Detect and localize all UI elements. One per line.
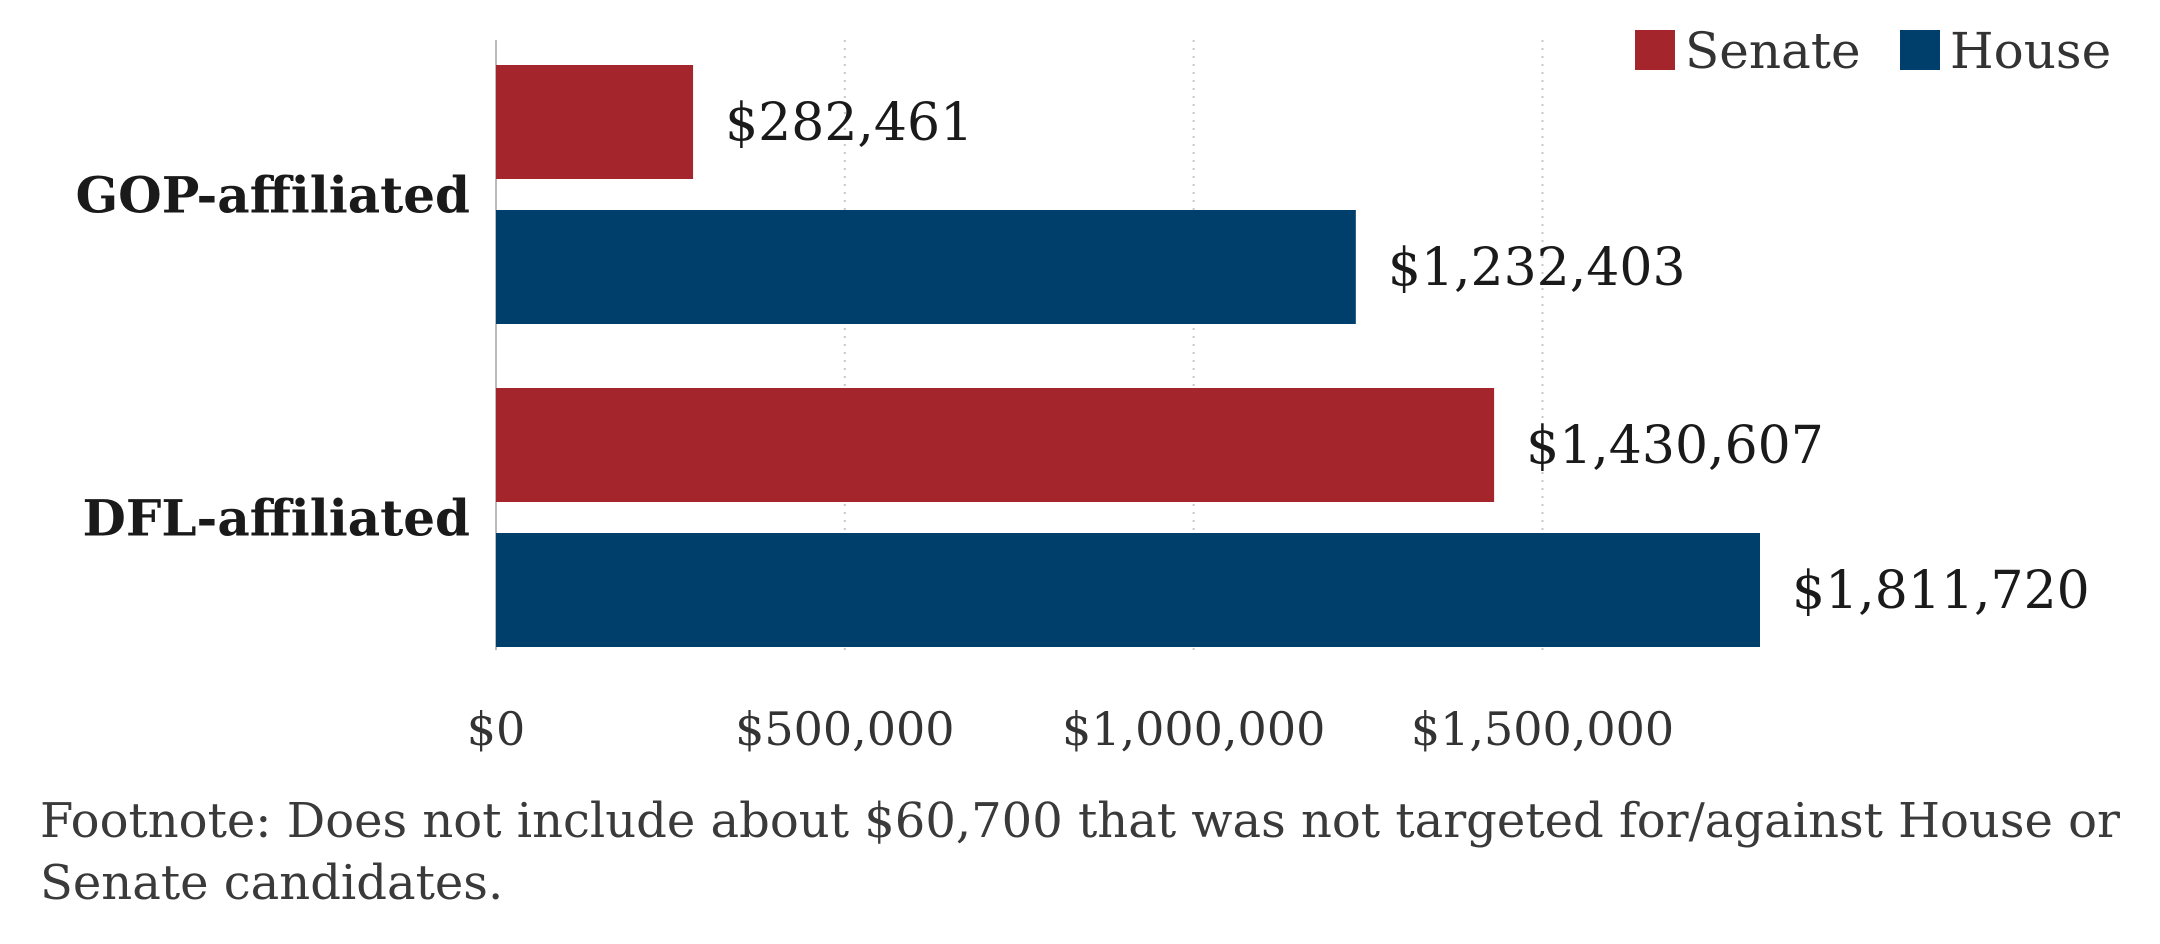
bar-house-gop: [496, 210, 1356, 324]
data-label: $1,430,607: [1526, 416, 1824, 476]
bar-senate-gop: [496, 65, 694, 179]
x-tick-label: $1,500,000: [1411, 702, 1674, 756]
data-label: $282,461: [725, 93, 973, 153]
data-label: $1,232,403: [1388, 238, 1686, 298]
legend-label-house: House: [1950, 22, 2111, 80]
x-tick-label: $1,000,000: [1062, 702, 1325, 756]
legend-swatch-house: [1900, 30, 1940, 70]
bar-senate-dfl: [496, 388, 1495, 502]
category-label: DFL-affiliated: [83, 489, 470, 548]
legend-label-senate: Senate: [1685, 22, 1861, 80]
bar-house-dfl: [496, 533, 1760, 647]
x-tick-label: $500,000: [735, 702, 955, 756]
data-label: $1,811,720: [1792, 561, 2090, 621]
bar-chart: $0 $500,000 $1,000,000 $1,500,000 $282,461 $1…: [75, 22, 2111, 756]
footnote: Footnote: Does not include about $60,700…: [40, 793, 2120, 911]
legend-swatch-senate: [1635, 30, 1675, 70]
x-tick-label: $0: [467, 702, 526, 756]
category-label: GOP-affiliated: [75, 166, 470, 225]
